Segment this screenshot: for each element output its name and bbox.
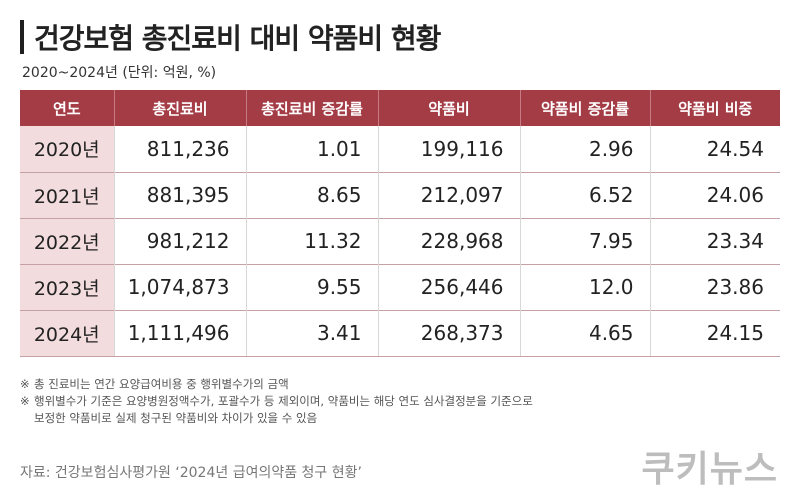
cell-total-medical-cost: 881,395: [113, 171, 246, 218]
table-header-row: 연도 총진료비 총진료비 증감률 약품비 약품비 증감률 약품비 비중: [20, 90, 780, 126]
cell-total-medical-cost: 1,111,496: [113, 309, 246, 357]
reference-mark-icon: ※: [20, 394, 30, 408]
cell-year: 2023년: [20, 263, 114, 310]
cell-total-cost-change-rate: 9.55: [245, 263, 378, 310]
cell-total-cost-change-rate: 3.41: [245, 309, 378, 357]
cell-total-medical-cost: 981,212: [113, 217, 246, 264]
reference-mark-icon: ※: [20, 377, 30, 391]
cell-year: 2024년: [20, 309, 114, 357]
footnote: ※ 행위별수가 기준은 요양병원정액수가, 포괄수가 등 제외이며, 약품비는 해…: [20, 393, 533, 410]
footnote-text: 행위별수가 기준은 요양병원정액수가, 포괄수가 등 제외이며, 약품비는 해당…: [34, 394, 533, 408]
cell-drug-cost-change-rate: 2.96: [519, 126, 650, 172]
cell-drug-cost: 268,373: [377, 309, 520, 357]
cell-drug-cost: 228,968: [377, 217, 520, 264]
column-header-year: 연도: [20, 90, 114, 126]
cell-drug-cost-share: 23.86: [649, 263, 780, 310]
source-credit: 자료: 건강보험심사평가원 ‘2024년 급여의약품 청구 현황’: [20, 465, 362, 481]
cell-drug-cost-change-rate: 12.0: [519, 263, 650, 310]
cell-drug-cost: 199,116: [377, 126, 520, 172]
footnotes: ※ 총 진료비는 연간 요양급여비용 중 행위별수가의 금액 ※ 행위별수가 기준은…: [20, 376, 533, 427]
cell-year: 2020년: [20, 126, 114, 172]
cell-drug-cost-change-rate: 6.52: [519, 171, 650, 218]
column-header-total-cost-change-rate: 총진료비 증감률: [245, 90, 378, 126]
cell-drug-cost: 212,097: [377, 171, 520, 218]
brand-logo: 쿠키뉴스: [641, 449, 778, 490]
title-block: 건강보험 총진료비 대비 약품비 현황: [20, 18, 441, 56]
cell-total-cost-change-rate: 1.01: [245, 126, 378, 172]
column-header-drug-cost-change-rate: 약품비 증감률: [519, 90, 650, 126]
cell-drug-cost-change-rate: 7.95: [519, 217, 650, 264]
footnote-continuation: 보정한 약품비로 실제 청구된 약품비와 차이가 있을 수 있음: [34, 411, 318, 425]
cell-total-medical-cost: 1,074,873: [113, 263, 246, 310]
footnote-text: 총 진료비는 연간 요양급여비용 중 행위별수가의 금액: [34, 377, 289, 391]
cell-drug-cost-share: 24.15: [649, 309, 780, 357]
page-subtitle: 2020~2024년 (단위: 억원, %): [22, 65, 217, 81]
column-header-drug-cost: 약품비: [377, 90, 520, 126]
cell-year: 2021년: [20, 171, 114, 218]
cell-drug-cost: 256,446: [377, 263, 520, 310]
cell-drug-cost-share: 24.54: [649, 126, 780, 172]
cell-total-cost-change-rate: 8.65: [245, 171, 378, 218]
cell-drug-cost-share: 23.34: [649, 217, 780, 264]
cell-year: 2022년: [20, 217, 114, 264]
column-header-total-medical-cost: 총진료비: [113, 90, 246, 126]
table-row: 2023년 1,074,873 9.55 256,446 12.0 23.86: [20, 263, 780, 310]
table-row: 2021년 881,395 8.65 212,097 6.52 24.06: [20, 171, 780, 218]
table-row: 2024년 1,111,496 3.41 268,373 4.65 24.15: [20, 309, 780, 357]
page-title: 건강보험 총진료비 대비 약품비 현황: [34, 22, 441, 55]
cell-drug-cost-change-rate: 4.65: [519, 309, 650, 357]
cell-total-medical-cost: 811,236: [113, 126, 246, 172]
footnote: ※ 총 진료비는 연간 요양급여비용 중 행위별수가의 금액: [20, 376, 533, 393]
data-table: 연도 총진료비 총진료비 증감률 약품비 약품비 증감률 약품비 비중 2020…: [20, 90, 780, 357]
title-accent-bar: [20, 20, 24, 54]
cell-total-cost-change-rate: 11.32: [245, 217, 378, 264]
column-header-drug-cost-share: 약품비 비중: [649, 90, 780, 126]
table-row: 2020년 811,236 1.01 199,116 2.96 24.54: [20, 126, 780, 172]
cell-drug-cost-share: 24.06: [649, 171, 780, 218]
table-row: 2022년 981,212 11.32 228,968 7.95 23.34: [20, 217, 780, 264]
